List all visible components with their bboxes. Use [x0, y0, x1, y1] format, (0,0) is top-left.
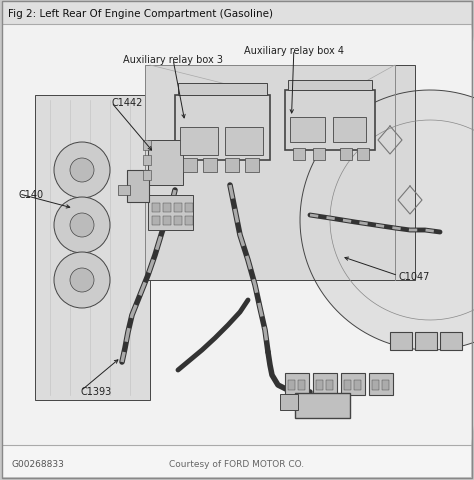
Bar [298, 380, 305, 390]
Text: C1442: C1442 [111, 98, 143, 108]
Bar [372, 380, 379, 390]
Bar [143, 171, 151, 180]
Circle shape [54, 143, 110, 199]
Bar [313, 149, 325, 161]
Bar [3, 3, 471, 25]
Bar [183, 159, 197, 173]
Bar [148, 195, 193, 230]
Bar [118, 186, 130, 195]
Bar [354, 380, 361, 390]
Bar [185, 204, 193, 213]
Bar [143, 156, 151, 166]
Bar [225, 128, 263, 156]
Circle shape [54, 252, 110, 308]
Bar [225, 159, 239, 173]
Bar [3, 25, 471, 445]
Bar [175, 96, 270, 161]
Bar [174, 216, 182, 226]
Bar [152, 216, 160, 226]
Bar [333, 118, 366, 143]
Text: Auxiliary relay box 3: Auxiliary relay box 3 [123, 55, 223, 65]
Bar [245, 159, 259, 173]
Text: Fig 2: Left Rear Of Engine Compartment (Gasoline): Fig 2: Left Rear Of Engine Compartment (… [8, 9, 273, 19]
Bar [148, 141, 183, 186]
Bar [185, 216, 193, 226]
Circle shape [70, 159, 94, 182]
Bar [290, 118, 325, 143]
Bar [295, 393, 350, 418]
Bar [35, 96, 150, 400]
Bar [285, 91, 375, 151]
Bar [288, 380, 295, 390]
Bar [174, 204, 182, 213]
Text: Auxiliary relay box 4: Auxiliary relay box 4 [244, 46, 344, 55]
Bar [344, 380, 351, 390]
Bar [293, 149, 305, 161]
Bar [316, 380, 323, 390]
Bar [288, 81, 372, 91]
Bar [326, 380, 333, 390]
Bar [340, 149, 352, 161]
Bar [163, 216, 171, 226]
Bar [3, 445, 471, 477]
Bar [341, 373, 365, 395]
Circle shape [70, 268, 94, 292]
Bar [127, 171, 149, 203]
Circle shape [70, 214, 94, 238]
Text: C140: C140 [19, 190, 44, 199]
Bar [152, 204, 160, 213]
Bar [178, 84, 267, 96]
Bar [143, 141, 151, 151]
Bar [285, 373, 309, 395]
Bar [203, 159, 217, 173]
Bar [357, 149, 369, 161]
Bar [180, 128, 218, 156]
Bar [415, 332, 437, 350]
Bar [280, 394, 298, 410]
Bar [313, 373, 337, 395]
Bar [145, 66, 415, 280]
Text: G00268833: G00268833 [12, 459, 65, 468]
Bar [163, 204, 171, 213]
Bar [440, 332, 462, 350]
Text: C1393: C1393 [81, 386, 112, 396]
Bar [382, 380, 389, 390]
Bar [390, 332, 412, 350]
Circle shape [54, 198, 110, 253]
PathPatch shape [300, 26, 474, 444]
Text: C1047: C1047 [398, 271, 429, 281]
Text: Courtesy of FORD MOTOR CO.: Courtesy of FORD MOTOR CO. [169, 459, 305, 468]
Bar [369, 373, 393, 395]
